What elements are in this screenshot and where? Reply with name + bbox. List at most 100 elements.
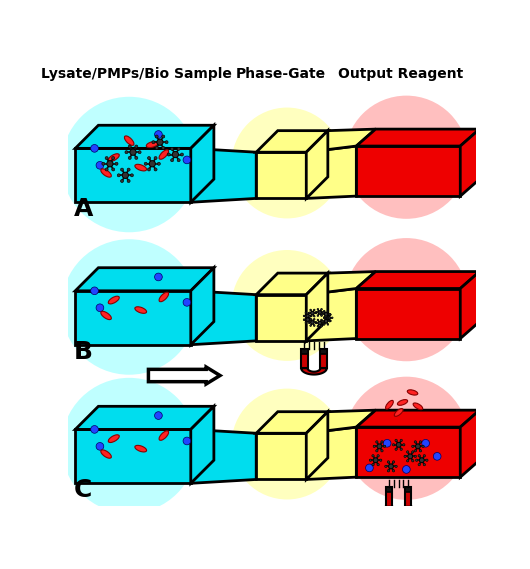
Circle shape	[310, 325, 312, 327]
Circle shape	[396, 442, 401, 447]
Polygon shape	[356, 271, 480, 288]
Polygon shape	[75, 430, 191, 483]
Circle shape	[308, 312, 311, 314]
Circle shape	[422, 439, 429, 447]
Circle shape	[311, 315, 312, 317]
Circle shape	[162, 135, 165, 138]
Circle shape	[96, 304, 104, 312]
Circle shape	[315, 312, 317, 314]
Circle shape	[105, 168, 108, 171]
Polygon shape	[75, 125, 214, 149]
Ellipse shape	[159, 150, 169, 159]
Circle shape	[408, 454, 413, 459]
Circle shape	[434, 452, 441, 460]
Circle shape	[303, 319, 305, 320]
Circle shape	[135, 145, 138, 148]
Circle shape	[313, 319, 315, 320]
Circle shape	[96, 162, 104, 169]
Circle shape	[327, 310, 329, 312]
Circle shape	[376, 441, 378, 443]
Polygon shape	[306, 412, 328, 480]
Circle shape	[167, 153, 170, 156]
Circle shape	[308, 322, 311, 324]
Ellipse shape	[108, 154, 119, 162]
Circle shape	[329, 314, 331, 315]
Circle shape	[395, 465, 398, 468]
Circle shape	[311, 311, 314, 315]
Ellipse shape	[135, 164, 147, 171]
Polygon shape	[75, 149, 191, 202]
Text: A: A	[74, 197, 93, 221]
Circle shape	[329, 320, 331, 322]
Circle shape	[323, 312, 324, 314]
Circle shape	[321, 308, 322, 310]
Circle shape	[120, 179, 123, 183]
Circle shape	[157, 162, 161, 165]
Ellipse shape	[385, 401, 393, 409]
Bar	[320, 349, 327, 354]
Circle shape	[112, 168, 114, 171]
Circle shape	[326, 320, 328, 322]
Circle shape	[323, 317, 325, 319]
Circle shape	[308, 316, 311, 318]
Circle shape	[317, 325, 319, 327]
Polygon shape	[306, 273, 328, 341]
Circle shape	[308, 312, 310, 314]
Polygon shape	[75, 406, 214, 430]
Circle shape	[407, 451, 409, 453]
Circle shape	[125, 151, 128, 154]
Ellipse shape	[407, 390, 418, 395]
Polygon shape	[306, 146, 356, 199]
Polygon shape	[460, 410, 480, 477]
Polygon shape	[356, 410, 480, 427]
Circle shape	[418, 455, 420, 457]
Circle shape	[322, 314, 323, 315]
Circle shape	[303, 315, 305, 317]
Circle shape	[330, 320, 331, 322]
Circle shape	[147, 156, 151, 159]
Circle shape	[91, 426, 99, 433]
Polygon shape	[256, 412, 328, 433]
Polygon shape	[306, 131, 328, 199]
Bar	[405, 487, 411, 492]
Ellipse shape	[159, 431, 169, 440]
Bar	[301, 349, 307, 368]
Circle shape	[402, 465, 410, 473]
Circle shape	[377, 464, 379, 466]
Circle shape	[144, 162, 147, 165]
Circle shape	[369, 459, 372, 461]
Circle shape	[392, 469, 395, 472]
Bar	[405, 487, 411, 507]
Circle shape	[400, 439, 402, 442]
Circle shape	[419, 441, 422, 443]
Circle shape	[377, 455, 379, 457]
Circle shape	[310, 319, 312, 320]
FancyArrow shape	[148, 367, 220, 384]
Circle shape	[381, 450, 383, 452]
Circle shape	[306, 314, 310, 318]
Bar	[386, 487, 392, 492]
Circle shape	[318, 321, 321, 325]
Circle shape	[130, 149, 136, 155]
Circle shape	[315, 312, 317, 314]
Circle shape	[324, 319, 328, 323]
Text: Lysate/PMPs/Bio Sample: Lysate/PMPs/Bio Sample	[41, 67, 232, 81]
Circle shape	[128, 156, 131, 159]
Polygon shape	[75, 267, 214, 291]
Circle shape	[412, 445, 414, 448]
Circle shape	[323, 316, 325, 318]
Circle shape	[171, 147, 174, 150]
Circle shape	[327, 316, 330, 319]
Circle shape	[323, 324, 325, 325]
Circle shape	[323, 322, 324, 324]
Polygon shape	[460, 129, 480, 196]
Polygon shape	[191, 406, 214, 483]
Polygon shape	[256, 131, 328, 152]
Circle shape	[308, 318, 311, 320]
Circle shape	[171, 159, 174, 162]
Circle shape	[165, 141, 168, 144]
Polygon shape	[191, 149, 256, 202]
Circle shape	[345, 377, 468, 500]
Ellipse shape	[135, 446, 147, 452]
Polygon shape	[306, 410, 376, 433]
